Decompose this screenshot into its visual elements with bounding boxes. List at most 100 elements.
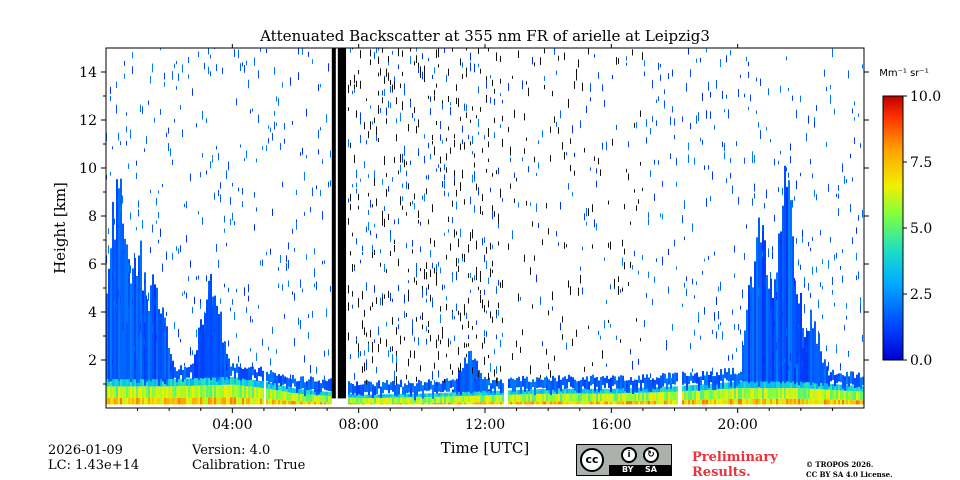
bl-top-cell	[430, 380, 432, 390]
noise-speck	[512, 230, 513, 240]
bl-cell	[224, 377, 226, 385]
bl-top-cell	[282, 374, 284, 385]
noise-speck	[792, 199, 793, 208]
footer-date: 2026-01-09	[48, 443, 123, 458]
noise-speck	[646, 292, 647, 298]
noise-speck	[422, 71, 423, 80]
bl-cell	[206, 397, 208, 405]
plume-cell	[482, 379, 484, 392]
noise-speck	[166, 312, 167, 316]
bl-cell	[816, 382, 818, 390]
bl-cell	[702, 384, 704, 391]
bl-cell	[658, 392, 660, 401]
noise-speck	[194, 362, 195, 366]
bl-cell	[806, 398, 808, 405]
bl-cell	[280, 400, 282, 405]
noise-speck	[438, 334, 439, 341]
noise-speck	[802, 237, 803, 243]
noise-speck	[616, 124, 617, 130]
bl-cell	[620, 388, 622, 394]
bl-top-cell	[530, 382, 532, 390]
noise-speck	[390, 292, 391, 302]
bl-cell	[838, 399, 840, 405]
bl-cell	[588, 401, 590, 405]
noise-speck	[630, 261, 631, 268]
noise-speck	[456, 303, 457, 312]
bl-cell	[378, 394, 380, 398]
bl-cell	[510, 401, 512, 405]
bl-cell	[366, 394, 368, 398]
bl-cell	[312, 401, 314, 405]
bl-cell	[206, 385, 208, 398]
bl-top-cell	[358, 385, 360, 395]
noise-speck	[184, 203, 185, 208]
noise-speck	[486, 260, 487, 270]
noise-speck	[150, 189, 151, 194]
noise-speck	[804, 280, 805, 288]
bl-top-cell	[300, 376, 302, 389]
noise-speck	[242, 201, 243, 208]
bl-cell	[710, 389, 712, 400]
noise-speck	[470, 52, 471, 61]
bl-cell	[522, 401, 524, 405]
bl-cell	[734, 398, 736, 405]
cc-license-badge[interactable]: cc i ↻ BY SA	[576, 444, 672, 476]
x-tick-label: 04:00	[212, 417, 252, 433]
bl-cell	[686, 400, 688, 405]
noise-speck	[798, 259, 799, 266]
noise-speck	[138, 200, 139, 208]
noise-speck	[796, 238, 797, 244]
bl-cell	[392, 394, 394, 398]
noise-speck	[640, 338, 641, 342]
bl-top-cell	[640, 379, 642, 391]
bl-cell	[740, 388, 742, 399]
noise-speck	[330, 285, 331, 292]
bl-cell	[614, 393, 616, 402]
plume-cell	[456, 378, 458, 393]
bl-cell	[706, 399, 708, 405]
noise-speck	[170, 148, 171, 157]
bl-top-cell	[544, 377, 546, 388]
bl-cell	[834, 390, 836, 400]
noise-speck	[536, 274, 537, 283]
noise-speck	[552, 291, 553, 301]
noise-speck	[414, 106, 415, 114]
noise-speck	[368, 341, 369, 346]
noise-speck	[360, 112, 361, 121]
noise-speck	[158, 211, 159, 219]
bl-top-cell	[522, 375, 524, 387]
bl-top-cell	[854, 377, 856, 388]
bl-cell	[480, 395, 482, 403]
noise-speck	[672, 69, 673, 77]
noise-speck	[392, 346, 393, 352]
bl-cell	[370, 394, 372, 398]
bl-cell	[766, 381, 768, 389]
bl-top-cell	[548, 379, 550, 391]
noise-speck	[148, 100, 149, 105]
bl-cell	[638, 400, 640, 405]
bl-cell	[522, 394, 524, 402]
noise-speck	[114, 270, 115, 277]
bl-cell	[740, 381, 742, 389]
noise-speck	[538, 140, 539, 145]
bl-top-cell	[428, 379, 430, 391]
bl-cell	[754, 381, 756, 389]
noise-speck	[500, 339, 501, 348]
noise-speck	[406, 374, 407, 380]
bl-cell	[572, 401, 574, 405]
bl-cell	[406, 393, 408, 398]
bl-cell	[180, 397, 182, 405]
noise-speck	[176, 86, 177, 90]
bl-top-cell	[708, 374, 710, 388]
noise-speck	[466, 104, 467, 112]
noise-speck	[620, 289, 621, 293]
bl-top-cell	[734, 373, 736, 389]
bl-cell	[402, 393, 404, 398]
noise-speck	[286, 263, 287, 271]
noise-speck	[398, 258, 399, 267]
bl-cell	[366, 403, 368, 405]
bl-cell	[394, 394, 396, 398]
bl-top-cell	[396, 383, 398, 397]
noise-speck	[496, 314, 497, 319]
bl-cell	[586, 393, 588, 402]
